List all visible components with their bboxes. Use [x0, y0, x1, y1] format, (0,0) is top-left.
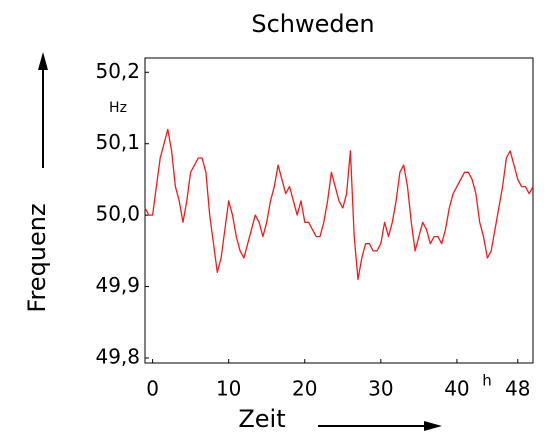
x-tick-label: 10 — [216, 377, 241, 401]
x-tick-label: 0 — [146, 377, 159, 401]
y-tick-label: 50,0 — [95, 202, 140, 226]
x-axis-label: Zeit — [238, 405, 285, 433]
y-tick-label: 50,2 — [95, 59, 140, 83]
data-line — [144, 128, 534, 281]
y-axis-label: Frequenz — [23, 203, 51, 312]
y-arrow — [38, 52, 48, 168]
y-tick-label: 50,1 — [95, 130, 140, 154]
y-tick-label: 49,9 — [95, 273, 140, 297]
x-tick-label: 40 — [444, 377, 469, 401]
x-tick-label: 20 — [292, 377, 317, 401]
x-unit: h — [482, 372, 492, 390]
chart-title: Schweden — [251, 10, 374, 38]
plot-frame — [144, 57, 534, 364]
y-tick-label: 49,8 — [95, 345, 140, 369]
x-tick-label: 48 — [505, 377, 530, 401]
x-arrow — [318, 421, 442, 431]
y-unit: Hz — [109, 100, 127, 116]
x-tick-label: 30 — [368, 377, 393, 401]
